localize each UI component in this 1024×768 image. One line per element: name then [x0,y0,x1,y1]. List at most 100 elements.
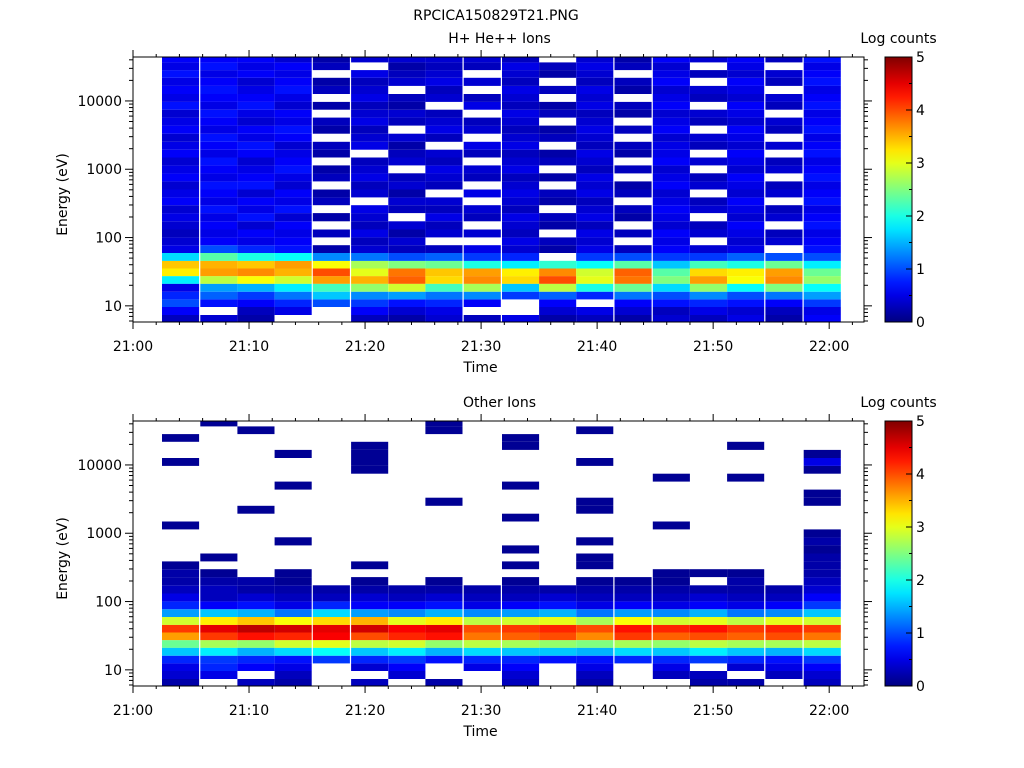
heatmap-cell [576,205,614,214]
heatmap-cell [425,593,463,602]
heatmap-cell [614,181,652,190]
heatmap-cell [200,213,238,222]
heatmap-cell [765,632,803,641]
heatmap-cell [765,640,803,648]
heatmap-cell [274,157,312,166]
heatmap-cell [727,70,765,78]
heatmap-cell [652,283,690,292]
heatmap-cell [351,617,389,625]
heatmap-cell [652,260,690,269]
heatmap-cell [463,640,501,648]
heatmap-cell [690,679,728,686]
colorbar-tick-label: 1 [916,262,925,278]
heatmap-cell [727,57,765,63]
heatmap-cell [803,221,841,230]
heatmap-cell [463,276,501,284]
heatmap-cell [200,291,238,300]
heatmap-cell [237,505,275,514]
heatmap-cell [539,85,577,94]
heatmap-cell [576,553,614,562]
heatmap-cell [765,94,803,102]
heatmap-cell [200,141,238,150]
heatmap-cell [539,125,577,134]
heatmap-cell [312,655,350,664]
heatmap-cell [803,601,841,610]
heatmap-cell [200,181,238,190]
heatmap-cell [162,157,200,166]
heatmap-cell [425,577,463,586]
heatmap-cell [502,221,540,230]
heatmap-cell [539,632,577,641]
heatmap-cell [803,624,841,633]
heatmap-cell [576,181,614,190]
heatmap-cell [614,632,652,641]
heatmap-cell [162,101,200,110]
heatmap-cell [502,189,540,198]
heatmap-cell [274,213,312,222]
heatmap-cell [274,109,312,118]
heatmap-cell [502,94,540,102]
heatmap-cell [200,157,238,166]
heatmap-cell [803,458,841,466]
heatmap-cell [502,173,540,182]
heatmap-cell [463,141,501,150]
heatmap-cell [690,647,728,656]
heatmap-cell [425,315,463,322]
heatmap-cell [502,617,540,625]
heatmap-cell [463,593,501,602]
colorbar-tick-label: 5 [916,414,925,430]
heatmap-cell [162,94,200,102]
heatmap-cell [803,593,841,602]
heatmap-cell [425,245,463,253]
heatmap-cell [576,109,614,118]
heatmap-cell [463,149,501,158]
heatmap-cell [727,141,765,150]
heatmap-cell [502,213,540,222]
heatmap-cell [425,299,463,307]
heatmap-cell [200,221,238,230]
colorbar-label: Log counts [860,31,936,47]
heatmap-cell [351,94,389,102]
heatmap-cell [803,609,841,617]
heatmap-cell [162,165,200,174]
heatmap-cell [237,291,275,300]
heatmap-cell [425,601,463,610]
heatmap-cell [690,276,728,284]
heatmap-cell [388,307,426,315]
heatmap-cell [237,307,275,315]
heatmap-cell [388,77,426,86]
heatmap-cell [162,260,200,269]
heatmap-cell [200,421,238,427]
y-axis-label: Energy (eV) [55,517,71,600]
heatmap-cell [502,679,540,686]
heatmap-cell [388,181,426,190]
panel-title: Other Ions [463,395,536,411]
heatmap-cell [690,640,728,648]
heatmap-cell [502,237,540,246]
heatmap-cell [351,268,389,277]
heatmap-cell [237,125,275,134]
heatmap-cell [614,213,652,222]
heatmap-cell [727,245,765,253]
heatmap-cell [652,632,690,641]
heatmap-cell [274,253,312,261]
heatmap-cell [652,117,690,126]
heatmap-cell [200,663,238,671]
heatmap-cell [502,276,540,284]
heatmap-cell [576,85,614,94]
heatmap-cell [274,141,312,150]
heatmap-cell [162,149,200,158]
heatmap-cell [312,291,350,300]
heatmap-cell [727,609,765,617]
heatmap-cell [162,569,200,578]
heatmap-cell [765,77,803,86]
heatmap-cell [652,663,690,671]
heatmap-cell [576,245,614,253]
heatmap-cell [690,569,728,578]
heatmap-cell [162,458,200,466]
heatmap-cell [425,221,463,230]
heatmap-cell [727,253,765,261]
heatmap-cell [502,229,540,238]
heatmap-cell [502,117,540,126]
heatmap-cell [200,655,238,664]
